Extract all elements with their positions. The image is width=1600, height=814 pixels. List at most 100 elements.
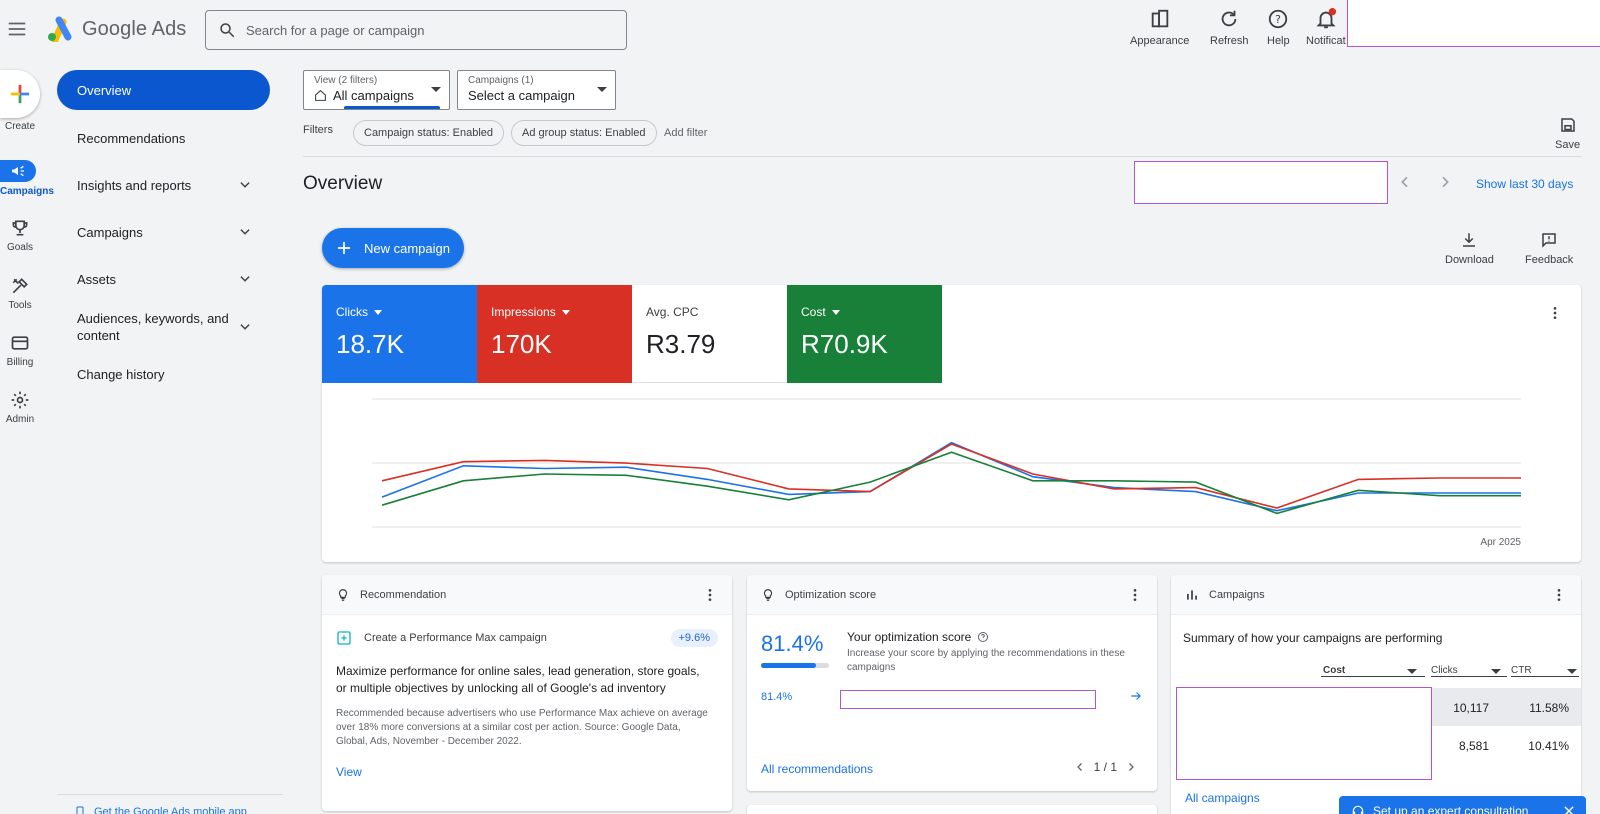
feedback-button[interactable]: Feedback <box>1525 231 1573 266</box>
score-bar-fill <box>761 663 817 668</box>
campaign-filter-small: Campaigns (1) <box>468 75 534 86</box>
chevron-right-icon[interactable] <box>1125 761 1137 773</box>
ctr-cell: 11.58% <box>1529 701 1569 715</box>
caret-down-icon <box>597 87 607 92</box>
nav-item-campaigns[interactable]: Campaigns <box>57 212 270 252</box>
filters-label: Filters <box>303 124 333 136</box>
rail-item-goals[interactable]: Goals <box>0 218 40 253</box>
view-filter-dropdown[interactable]: View (2 filters) All campaigns <box>303 70 450 110</box>
campaigns-summary: Summary of how your campaigns are perfor… <box>1183 631 1443 645</box>
metric-value: 170K <box>491 329 552 359</box>
view-recommendation-link[interactable]: View <box>336 765 362 779</box>
rail-label-campaigns: Campaigns <box>0 186 54 197</box>
mobile-app-promo[interactable]: Get the Google Ads mobile app <box>74 806 247 814</box>
nav-item-change-history[interactable]: Change history <box>57 354 270 394</box>
table-row[interactable]: 8,581 10.41% <box>1425 726 1581 764</box>
card-title: Campaigns <box>1209 588 1265 601</box>
metric-clicks[interactable]: Clicks 18.7K <box>322 285 477 383</box>
search-input[interactable] <box>246 22 606 38</box>
more-vert-icon <box>1133 589 1137 601</box>
expert-consultation-banner[interactable]: Set up an expert consultation <box>1339 796 1586 814</box>
column-label: CTR <box>1511 665 1532 676</box>
chevron-down-icon <box>240 276 250 282</box>
rail-item-admin[interactable]: Admin <box>0 390 40 425</box>
metric-cost[interactable]: Cost R70.9K <box>787 285 942 383</box>
help-label: Help <box>1267 35 1290 47</box>
download-button[interactable]: Download <box>1445 231 1494 266</box>
save-button[interactable]: Save <box>1555 116 1580 151</box>
help-button[interactable]: ? Help <box>1267 8 1290 47</box>
optimization-title: Your optimization score <box>847 630 972 644</box>
more-vert-icon <box>1553 307 1557 319</box>
new-campaign-button[interactable]: New campaign <box>322 228 464 268</box>
campaign-filter-dropdown[interactable]: Campaigns (1) Select a campaign <box>457 70 616 110</box>
column-ctr[interactable]: CTR <box>1511 665 1579 677</box>
nav-item-assets[interactable]: Assets <box>57 259 270 299</box>
metric-impressions[interactable]: Impressions 170K <box>477 285 632 383</box>
search-bar[interactable] <box>205 10 627 50</box>
tools-icon <box>12 278 28 294</box>
table-row[interactable]: 10,117 11.58% <box>1425 688 1581 726</box>
create-button[interactable] <box>0 70 40 118</box>
metric-avg-cpc[interactable]: Avg. CPC R3.79 <box>632 285 787 383</box>
refresh-button[interactable]: Refresh <box>1210 8 1249 47</box>
campaigns-icon <box>12 165 24 177</box>
campaigns-summary-card: Campaigns Summary of how your campaigns … <box>1171 575 1581 814</box>
nav-item-recommendations[interactable]: Recommendations <box>57 118 270 158</box>
optimization-score-value: 81.4% <box>761 631 824 656</box>
feedback-icon <box>1542 233 1556 248</box>
show-last-30-days-link[interactable]: Show last 30 days <box>1476 177 1574 191</box>
filter-chip-campaign-status[interactable]: Campaign status: Enabled <box>353 120 505 146</box>
nav-item-audiences[interactable]: Audiences, keywords, and content <box>57 303 270 351</box>
caret-down-icon <box>831 309 840 315</box>
rail-item-campaigns[interactable]: Campaigns <box>0 160 54 197</box>
all-recommendations-link[interactable]: All recommendations <box>761 762 874 776</box>
recommendation-item[interactable]: Create a Performance Max campaign +9.6% <box>336 629 718 647</box>
column-cost[interactable]: Cost <box>1321 665 1425 677</box>
column-clicks[interactable]: Clicks <box>1431 665 1507 677</box>
bell-icon <box>1316 8 1336 29</box>
rail-item-tools[interactable]: Tools <box>0 276 40 311</box>
nav-label: Assets <box>77 271 117 287</box>
google-ads-logo[interactable]: Google Ads <box>46 16 186 42</box>
nav-item-insights[interactable]: Insights and reports <box>57 165 270 205</box>
search-icon <box>220 23 235 38</box>
recommendation-more-button[interactable] <box>702 587 718 603</box>
campaign-score-row[interactable] <box>840 690 1096 709</box>
optimization-more-button[interactable] <box>1127 587 1143 603</box>
app-title: Google Ads <box>82 17 187 40</box>
chevron-down-icon <box>240 229 250 235</box>
score-bar-track <box>761 663 829 668</box>
rail-item-billing[interactable]: Billing <box>0 333 40 368</box>
chip-label: Campaign status: Enabled <box>364 127 494 139</box>
date-range-picker[interactable] <box>1134 161 1388 204</box>
close-icon[interactable] <box>1562 804 1576 814</box>
main-menu-button[interactable] <box>6 18 28 40</box>
arrow-right-icon <box>1131 692 1141 700</box>
campaigns-more-button[interactable] <box>1551 587 1567 603</box>
more-vert-icon <box>1557 589 1561 601</box>
appearance-button[interactable]: Appearance <box>1130 8 1189 47</box>
filter-chip-ad-group-status[interactable]: Ad group status: Enabled <box>511 120 657 146</box>
column-label: Clicks <box>1431 665 1458 676</box>
rail-label-goals: Goals <box>6 242 34 253</box>
prev-period-button[interactable] <box>1397 174 1413 190</box>
billing-icon <box>11 336 29 350</box>
campaign-name-cells[interactable] <box>1176 687 1432 780</box>
notifications-button[interactable]: Notificat <box>1306 8 1346 47</box>
chevron-down-icon <box>240 182 250 188</box>
metric-value: 18.7K <box>336 329 404 359</box>
add-filter-button[interactable]: Add filter <box>664 127 708 139</box>
all-campaigns-link[interactable]: All campaigns <box>1185 791 1260 805</box>
feedback-label: Feedback <box>1525 254 1574 266</box>
nav-item-overview[interactable]: Overview <box>57 70 270 110</box>
chart-more-button[interactable] <box>1547 305 1563 321</box>
chevron-left-icon[interactable] <box>1074 761 1086 773</box>
open-score-row-button[interactable] <box>1129 689 1143 703</box>
next-period-button[interactable] <box>1437 174 1453 190</box>
chevron-down-icon <box>240 324 250 330</box>
save-label: Save <box>1555 139 1581 151</box>
help-icon[interactable] <box>977 631 989 643</box>
account-area[interactable] <box>1347 0 1600 47</box>
chevron-left-icon <box>1401 176 1408 188</box>
